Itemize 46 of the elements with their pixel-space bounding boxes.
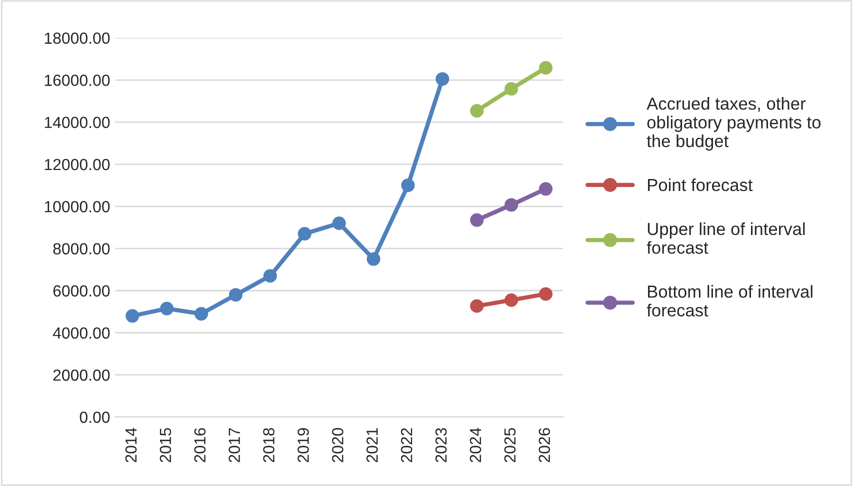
- y-tick-label: 18000.00: [44, 32, 110, 44]
- legend-label: Point forecast: [648, 178, 753, 192]
- point: [298, 226, 312, 241]
- y-tick-label: 6000.00: [53, 285, 110, 297]
- x-tick-label: 2014: [125, 428, 137, 462]
- point: [538, 182, 553, 196]
- x-tick-label: 2016: [194, 428, 206, 462]
- point: [228, 288, 242, 302]
- point: [366, 252, 380, 266]
- point: [504, 198, 518, 212]
- y-tick-label: 16000.00: [44, 74, 110, 86]
- point: [401, 178, 415, 192]
- x-tick-label: 2022: [400, 428, 412, 462]
- x-tick-label: 2025: [504, 428, 516, 462]
- x-tick-label: 2020: [332, 428, 344, 462]
- point: [538, 287, 553, 301]
- y-tick-label: 8000.00: [53, 243, 110, 254]
- x-tick-label: 2018: [263, 428, 274, 462]
- point: [194, 307, 208, 321]
- y-tick-label: 4000.00: [52, 327, 110, 339]
- legend-label: Bottom line of interval forecast: [646, 285, 812, 316]
- point: [160, 302, 174, 316]
- point: [470, 213, 484, 227]
- y-tick-label: 14000.00: [44, 116, 110, 128]
- point: [504, 82, 518, 96]
- legend-label: Accrued taxes, other obligatory payments to the budget: [646, 97, 821, 151]
- y-tick-label: 2000.00: [53, 370, 110, 381]
- y-tick-label: 12000.00: [44, 158, 110, 170]
- x-tick-label: 2021: [366, 428, 378, 462]
- x-tick-label: 2024: [470, 428, 482, 462]
- point: [538, 61, 553, 75]
- point: [436, 72, 450, 86]
- point: [263, 269, 277, 283]
- y-tick-label: 10000.00: [44, 201, 110, 212]
- x-tick-label: 2019: [298, 428, 309, 462]
- point: [470, 299, 484, 313]
- point: [332, 216, 346, 230]
- legend-label: Upper line of interval forecast: [646, 222, 805, 254]
- x-tick-label: 2017: [228, 428, 240, 462]
- x-tick-label: 2023: [435, 428, 447, 462]
- x-tick-label: 2026: [538, 428, 550, 462]
- x-tick-label: 2015: [160, 428, 172, 462]
- point: [470, 104, 484, 118]
- point: [504, 293, 518, 307]
- y-tick-label: 0.00: [80, 412, 110, 423]
- point: [126, 309, 140, 323]
